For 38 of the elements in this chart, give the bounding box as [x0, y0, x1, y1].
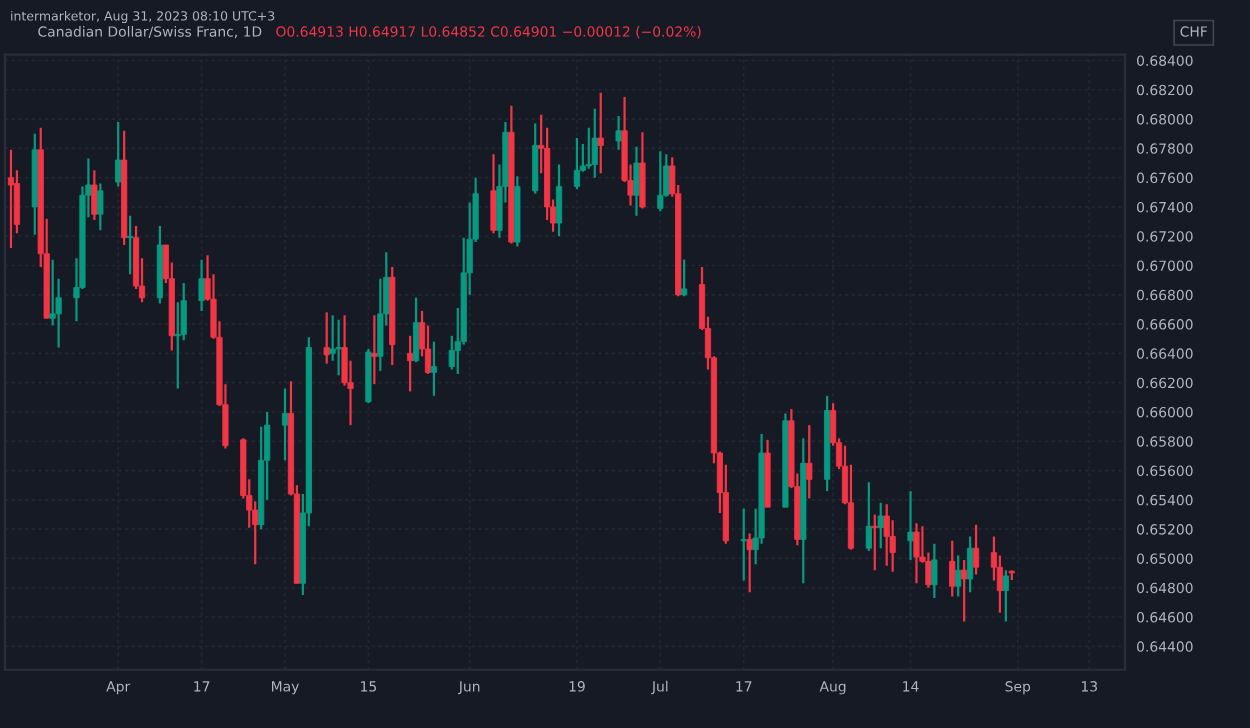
candlestick [961, 558, 968, 623]
candlestick [591, 107, 598, 179]
candlestick [490, 153, 497, 235]
candlestick [907, 489, 914, 562]
candlestick [371, 314, 378, 386]
candlestick [931, 542, 938, 600]
candlestick [91, 169, 98, 222]
candlestick [7, 148, 15, 250]
candlestick [1002, 569, 1009, 623]
candlestick [430, 340, 438, 397]
candlestick [97, 182, 104, 232]
candlestick [967, 535, 974, 594]
candlestick [681, 258, 688, 298]
candlestick [198, 258, 205, 313]
candlestick [597, 91, 604, 175]
candlestick [407, 334, 414, 393]
candlestick [633, 145, 640, 217]
candlestick [740, 507, 747, 582]
candlestick [532, 122, 539, 195]
candlestick [115, 120, 122, 188]
candlestick [746, 532, 753, 594]
candlestick [573, 136, 581, 191]
candlestick [949, 539, 956, 598]
candlestick [972, 523, 980, 576]
candlestick [323, 311, 330, 365]
candlestick [281, 387, 289, 462]
candlestick [955, 554, 962, 598]
candlestick [877, 501, 884, 550]
candlestick [913, 522, 920, 585]
candlestick [865, 481, 872, 553]
candlestick [657, 150, 664, 213]
candlestick [806, 424, 813, 500]
candlestick [883, 503, 890, 567]
candlestick [639, 131, 646, 210]
candlestick [555, 163, 563, 238]
candlestick [412, 296, 420, 364]
candlestick [615, 115, 622, 151]
candlestick [335, 318, 342, 377]
